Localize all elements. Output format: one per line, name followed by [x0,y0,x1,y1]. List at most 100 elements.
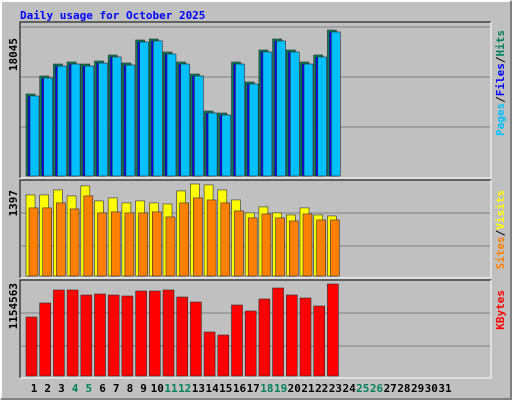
x-tick-label: 21 [301,382,315,395]
x-tick-label: 4 [72,382,79,395]
bar [98,62,108,177]
bar [162,289,175,377]
x-tick-label: 17 [247,382,260,395]
bar [66,289,79,377]
bar [125,64,136,177]
bar [193,197,203,277]
x-tick-label: 5 [85,382,92,395]
panel-bevel-dark [19,21,491,178]
x-tick-label: 7 [113,382,120,395]
bar [179,202,189,277]
y-tick-label: 1397 [7,190,20,217]
bar [194,75,204,177]
bar [231,304,243,377]
bar [28,207,39,277]
bar [220,202,231,277]
bar [94,293,106,377]
x-tick-label: 11 [164,382,178,395]
bar [107,294,120,377]
bar [43,77,54,177]
x-tick-label: 13 [192,382,205,395]
bar [180,63,190,177]
y-tick-label: 18045 [7,38,20,71]
chart-title: Daily usage for October 2025 [20,9,205,22]
bar [244,310,257,377]
bar [121,295,134,377]
bar [276,40,286,177]
legend-separator: / [494,56,507,63]
x-tick-label: 25 [356,382,369,395]
x-tick-label: 27 [384,382,397,395]
bar [261,213,272,277]
bar [248,83,259,177]
x-tick-label: 16 [233,382,247,395]
x-tick-label: 19 [274,382,287,395]
legend-entry: Visits [494,190,507,230]
x-tick-label: 22 [315,382,328,395]
x-tick-label: 12 [178,382,191,395]
bar [56,202,66,277]
x-tick-label: 30 [425,382,438,395]
bar [69,208,80,277]
panel-bevel-light [20,180,492,279]
legend-entry: KBytes [494,290,507,330]
bar [29,95,40,177]
x-tick-label: 29 [411,382,424,395]
x-tick-label: 24 [342,382,356,395]
bar [303,63,314,177]
legend-separator: / [494,96,507,103]
bar [247,217,258,277]
x-tick-label: 1 [31,382,38,395]
bar [317,56,328,177]
bar [166,53,177,177]
legend-entry: Pages [494,103,507,136]
bar [152,211,162,277]
bar [203,331,216,377]
bar [206,199,217,277]
x-tick-label: 31 [438,382,452,395]
y-tick-label: 1154563 [7,283,20,329]
bar [330,219,340,277]
legend-entry: Hits [494,30,507,57]
bar [110,211,121,277]
bar [84,65,95,177]
bar [262,51,273,177]
bar [258,298,271,377]
x-tick-label: 8 [127,382,134,395]
bar [221,114,232,177]
legend-separator: / [494,229,507,236]
bar [80,294,93,377]
bar [272,287,284,377]
legend-entry: Files [494,63,507,96]
x-tick-label: 15 [219,382,232,395]
panel-bevel-light [20,22,492,179]
bar [234,210,244,277]
bar [111,56,122,177]
bar [135,290,147,377]
bar [217,334,230,377]
x-tick-label: 6 [99,382,106,395]
bar [190,301,202,377]
bar [53,289,65,377]
x-tick-label: 2 [44,382,51,395]
bar [42,207,53,277]
bar [39,302,52,377]
bar [275,217,285,277]
bar [235,63,245,177]
x-tick-label: 18 [260,382,273,395]
bar [25,316,38,377]
x-tick-label: 20 [288,382,301,395]
bar [83,195,94,277]
bar [138,212,148,277]
bar [124,212,135,277]
bar [313,305,326,377]
x-tick-label: 10 [151,382,164,395]
legend: KBytes [494,290,507,330]
bar [302,213,313,277]
bar [149,290,161,377]
x-tick-label: 28 [397,382,410,395]
legend: Sites/Visits [494,190,507,270]
